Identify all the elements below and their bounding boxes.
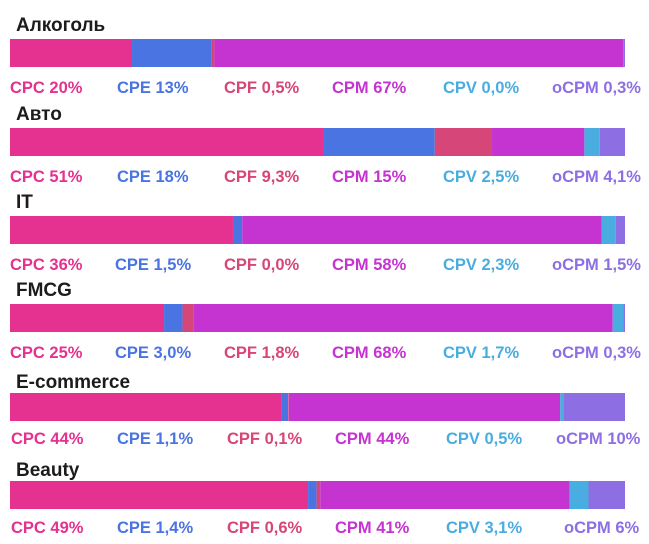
bar-segment-cpf — [434, 128, 493, 156]
bar-segment-cpv — [569, 481, 589, 509]
bar-segment-cpe — [232, 216, 243, 244]
segment-label-ocpm: oCPM 10% — [556, 430, 641, 448]
bar-segment-cpc — [10, 304, 165, 332]
segment-label-cpm: CPM 41% — [335, 519, 410, 537]
segment-label-cpm: CPM 15% — [332, 168, 407, 186]
segment-label-cpf: CPF 9,3% — [224, 168, 300, 186]
bar-segment-cpv — [601, 216, 616, 244]
bar-group-it: IT CPC 36% CPE 1,5% CPF 0,0% CPM 58% CPV 2,3%… — [10, 192, 641, 274]
bar-segment-cpm — [193, 304, 613, 332]
segment-label-cpe: CPE 1,4% — [117, 519, 193, 537]
segment-label-cpv: CPV 0,0% — [443, 79, 519, 97]
bar-segment-cpe — [308, 481, 317, 509]
segment-label-cpe: CPE 3,0% — [115, 344, 191, 362]
bar-segment-cpv — [584, 128, 600, 156]
bar-segment-cpc — [10, 481, 309, 509]
bar-segment-ocpm — [599, 128, 625, 156]
bar-segment-ocpm — [623, 304, 625, 332]
bar-segment-ocpm — [563, 393, 625, 421]
category-title: E-commerce — [16, 372, 130, 393]
segment-label-cpe: CPE 13% — [117, 79, 189, 97]
segment-label-cpc: CPC 51% — [10, 168, 83, 186]
bar-segment-cpv — [612, 304, 624, 332]
segment-label-cpc: CPC 49% — [11, 519, 84, 537]
bar-group-beauty: Beauty CPC 49% CPE 1,4% CPF 0,6% CPM 41% CPV … — [10, 460, 640, 537]
segment-label-cpm: CPM 44% — [335, 430, 410, 448]
segment-label-cpe: CPE 18% — [117, 168, 189, 186]
segment-label-cpe: CPE 1,1% — [117, 430, 193, 448]
bar-segment-cpc — [10, 39, 133, 67]
category-title: Beauty — [16, 460, 80, 481]
segment-label-ocpm: oCPM 1,5% — [552, 256, 641, 274]
segment-label-ocpm: oCPM 0,3% — [552, 344, 641, 362]
bar-segment-ocpm — [588, 481, 625, 509]
bar-segment-ocpm — [615, 216, 625, 244]
segment-label-cpc: CPC 44% — [11, 430, 84, 448]
segment-label-cpc: CPC 20% — [10, 79, 83, 97]
category-title: FMCG — [16, 280, 72, 301]
category-title: IT — [16, 192, 33, 213]
bar-segment-cpe — [164, 304, 183, 332]
bar-segment-cpm — [242, 216, 602, 244]
segment-label-cpv: CPV 1,7% — [443, 344, 519, 362]
segment-label-cpc: CPC 36% — [10, 256, 83, 274]
segment-label-ocpm: oCPM 6% — [564, 519, 640, 537]
bar-segment-cpf — [182, 304, 194, 332]
bar-segment-cpf — [316, 481, 321, 509]
bar-group-авто: Авто CPC 51% CPE 18% CPF 9,3% CPM 15% CPV 2,5… — [10, 104, 641, 186]
category-title: Алкоголь — [16, 15, 105, 36]
segment-label-ocpm: oCPM 4,1% — [552, 168, 641, 186]
segment-label-cpf: CPF 0,5% — [224, 79, 300, 97]
bar-segment-cpf — [211, 39, 215, 67]
bar-segment-cpe — [323, 128, 435, 156]
bar-group-алкоголь: Алкоголь CPC 20% CPE 13% CPF 0,5% CPM 67% CPV… — [10, 15, 641, 97]
segment-label-cpm: CPM 67% — [332, 79, 407, 97]
segment-label-cpf: CPF 1,8% — [224, 344, 300, 362]
segment-label-cpv: CPV 2,3% — [443, 256, 519, 274]
segment-label-ocpm: oCPM 0,3% — [552, 79, 641, 97]
bar-segment-cpe — [132, 39, 212, 67]
bar-group-fmcg: FMCG CPC 25% CPE 3,0% CPF 1,8% CPM 68% CPV 1,… — [10, 280, 641, 362]
bar-segment-cpe — [281, 393, 289, 421]
segment-label-cpv: CPV 0,5% — [446, 430, 522, 448]
bar-segment-cpm — [320, 481, 570, 509]
bar-segment-cpf — [288, 393, 289, 421]
segment-label-cpv: CPV 2,5% — [443, 168, 519, 186]
bar-segment-cpm — [492, 128, 585, 156]
segment-label-cpm: CPM 58% — [332, 256, 407, 274]
bar-segment-cpc — [10, 216, 233, 244]
bar-segment-cpm — [288, 393, 561, 421]
bar-segment-cpc — [10, 393, 282, 421]
segment-label-cpm: CPM 68% — [332, 344, 407, 362]
bar-segment-cpc — [10, 128, 324, 156]
bar-segment-cpv — [560, 393, 564, 421]
segment-label-cpc: CPC 25% — [10, 344, 83, 362]
segment-label-cpf: CPF 0,1% — [227, 430, 303, 448]
segment-label-cpe: CPE 1,5% — [115, 256, 191, 274]
bar-segment-cpm — [214, 39, 624, 67]
bar-group-e-commerce: E-commerce CPC 44% CPE 1,1% CPF 0,1% CPM 44%… — [10, 372, 641, 448]
segment-label-cpv: CPV 3,1% — [446, 519, 522, 537]
category-title: Авто — [16, 104, 62, 125]
segment-label-cpf: CPF 0,6% — [227, 519, 303, 537]
segment-label-cpf: CPF 0,0% — [224, 256, 300, 274]
bar-segment-ocpm — [623, 39, 625, 67]
